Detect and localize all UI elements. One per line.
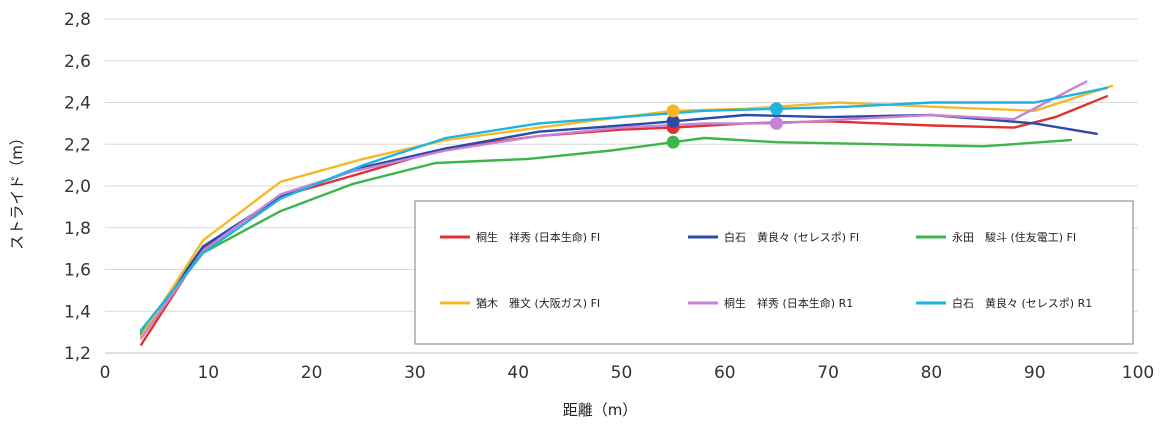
x-tick-label: 70	[817, 363, 839, 383]
series-markers	[666, 102, 783, 149]
tick-labels: 1,2 1,4 1,6 1,8 2,0 2,2 2,4 2,6 2,8 0 10 20 30 40 50 60…	[64, 10, 1154, 383]
series-marker-6	[769, 102, 783, 116]
y-axis-title: ストライド（m）	[8, 130, 26, 250]
y-tick-label: 1,2	[64, 344, 91, 364]
x-tick-label: 40	[507, 363, 529, 383]
y-tick-label: 1,4	[64, 302, 91, 322]
y-tick-label: 2,6	[64, 52, 91, 72]
y-tick-label: 1,8	[64, 219, 91, 239]
x-tick-label: 30	[404, 363, 426, 383]
series-marker-5	[769, 116, 783, 130]
x-axis-title: 距離（m）	[563, 401, 638, 419]
legend-label-4: 猶木 雅文 (大阪ガス) FI	[476, 296, 600, 310]
x-tick-label: 20	[301, 363, 323, 383]
y-tick-label: 2,2	[64, 135, 91, 155]
legend-label-2: 白石 黄良々 (セレスポ) FI	[724, 230, 859, 244]
legend-label-1: 桐生 祥秀 (日本生命) FI	[476, 230, 600, 244]
x-tick-label: 50	[611, 363, 633, 383]
legend-label-5: 桐生 祥秀 (日本生命) R1	[724, 296, 853, 310]
y-tick-label: 2,4	[64, 94, 91, 114]
legend-label-3: 永田 駿斗 (住友電工) FI	[952, 230, 1076, 244]
x-tick-label: 100	[1122, 363, 1154, 383]
legend-box	[414, 200, 1134, 345]
y-tick-label: 2,8	[64, 10, 91, 30]
x-tick-label: 80	[921, 363, 943, 383]
series-line-5	[139, 80, 1088, 340]
series-line-3	[139, 136, 1073, 334]
series-marker-3	[666, 135, 680, 149]
legend-label-6: 白石 黄良々 (セレスポ) R1	[952, 296, 1092, 310]
y-tick-label: 1,6	[64, 261, 91, 281]
series-marker-4	[666, 104, 680, 118]
x-tick-label: 60	[714, 363, 736, 383]
series-line-6	[139, 86, 1109, 332]
x-tick-label: 90	[1024, 363, 1046, 383]
x-tick-label: 0	[100, 363, 111, 383]
y-tick-label: 2,0	[64, 177, 91, 197]
series-lines	[139, 80, 1114, 346]
grid-lines	[105, 18, 1138, 354]
series-marker-2	[666, 114, 680, 128]
legend: 桐生 祥秀 (日本生命) FI 白石 黄良々 (セレスポ) FI 永田 駿斗 (住友…	[414, 200, 1134, 345]
x-tick-label: 10	[197, 363, 219, 383]
